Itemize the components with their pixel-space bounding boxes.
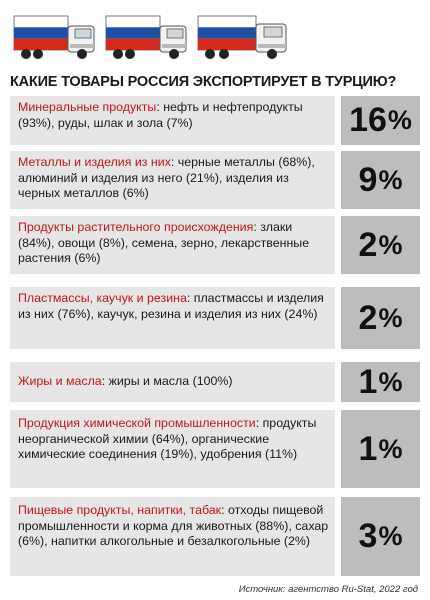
share-number: 1: [358, 362, 378, 401]
export-row: Продукция химической промышленности: про…: [10, 410, 420, 488]
truck-icon: [13, 15, 95, 59]
category-details: : черные металлы (68%), алюминий и издел…: [18, 155, 315, 201]
share-value: 2%: [341, 287, 420, 349]
export-row: Продукты растительного происхождения: зл…: [10, 216, 420, 274]
share-value: 1%: [341, 410, 420, 488]
trucks-illustration: [13, 15, 287, 59]
share-value: 9%: [341, 151, 420, 209]
share-value: 16%: [341, 96, 420, 145]
share-value: 2%: [341, 216, 420, 274]
share-number: 1: [358, 429, 378, 468]
category-name: Продукция химической промышленности: [18, 416, 256, 430]
export-row: Пищевые продукты, напитки, табак: отходы…: [10, 497, 420, 576]
category-name: Металлы и изделия из них: [18, 155, 171, 169]
category-details: : нефть и нефтепродукты (93%), руды, шла…: [18, 100, 303, 130]
share-number: 16: [349, 101, 387, 139]
share-unit: %: [378, 366, 403, 397]
category-details: : продукты неорганической химии (64%), о…: [18, 416, 317, 462]
category-details: : злаки (84%), овощи (8%), семена, зерно…: [18, 220, 310, 266]
share-value: 3%: [341, 497, 420, 576]
category-details: : пластмассы и изделия из них (76%), кау…: [18, 291, 324, 321]
share-unit: %: [378, 302, 403, 333]
category-name: Жиры и масла: [18, 374, 102, 389]
row-description: Продукты растительного происхождения: зл…: [10, 216, 335, 274]
share-number: 9: [358, 160, 378, 199]
share-number: 2: [358, 225, 378, 264]
export-row: Жиры и масла: жиры и масла (100%) 1%: [10, 362, 420, 402]
row-description: Пластмассы, каучук и резина: пластмассы …: [10, 287, 335, 349]
export-row: Пластмассы, каучук и резина: пластмассы …: [10, 287, 420, 349]
export-row: Минеральные продукты: нефть и нефтепроду…: [10, 96, 420, 145]
share-unit: %: [387, 105, 412, 135]
share-unit: %: [378, 521, 403, 551]
source-note: Источник: агентство Ru-Stat, 2022 год: [238, 584, 418, 595]
share-value: 1%: [341, 362, 420, 402]
row-description: Металлы и изделия из них: черные металлы…: [10, 151, 335, 209]
category-name: Продукты растительного происхождения: [18, 220, 254, 234]
share-unit: %: [378, 164, 403, 195]
row-description: Жиры и масла: жиры и масла (100%): [10, 362, 335, 402]
export-row: Металлы и изделия из них: черные металлы…: [10, 151, 420, 209]
row-description: Пищевые продукты, напитки, табак: отходы…: [10, 497, 335, 576]
share-number: 3: [358, 517, 378, 555]
row-description: Продукция химической промышленности: про…: [10, 410, 335, 488]
share-unit: %: [378, 229, 403, 260]
truck-icon: [105, 15, 187, 59]
share-unit: %: [378, 433, 403, 464]
truck-icon: [197, 15, 287, 59]
category-name: Пищевые продукты, напитки, табак: [18, 503, 222, 517]
category-name: Пластмассы, каучук и резина: [18, 291, 187, 305]
page-title: КАКИЕ ТОВАРЫ РОССИЯ ЭКСПОРТИРУЕТ В ТУРЦИ…: [10, 74, 397, 90]
category-name: Минеральные продукты: [18, 100, 157, 114]
share-number: 2: [358, 298, 378, 337]
category-details: : отходы пищевой промышленности и корма …: [18, 503, 329, 549]
category-details: : жиры и масла (100%): [101, 374, 233, 389]
row-description: Минеральные продукты: нефть и нефтепроду…: [10, 96, 335, 145]
